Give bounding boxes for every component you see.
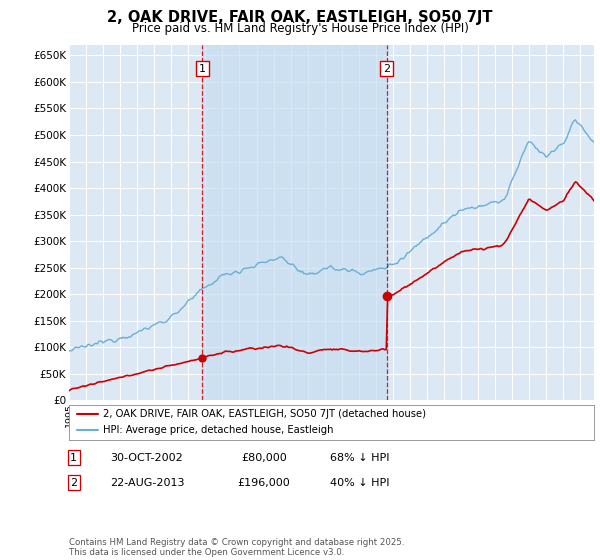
- Text: 2: 2: [383, 64, 390, 74]
- Text: £196,000: £196,000: [238, 478, 290, 488]
- Text: £80,000: £80,000: [241, 452, 287, 463]
- Text: 68% ↓ HPI: 68% ↓ HPI: [330, 452, 390, 463]
- Text: 22-AUG-2013: 22-AUG-2013: [110, 478, 184, 488]
- Text: Contains HM Land Registry data © Crown copyright and database right 2025.
This d: Contains HM Land Registry data © Crown c…: [69, 538, 404, 557]
- Text: 2, OAK DRIVE, FAIR OAK, EASTLEIGH, SO50 7JT: 2, OAK DRIVE, FAIR OAK, EASTLEIGH, SO50 …: [107, 10, 493, 25]
- Text: 30-OCT-2002: 30-OCT-2002: [110, 452, 184, 463]
- Text: HPI: Average price, detached house, Eastleigh: HPI: Average price, detached house, East…: [103, 425, 334, 435]
- Text: Price paid vs. HM Land Registry's House Price Index (HPI): Price paid vs. HM Land Registry's House …: [131, 22, 469, 35]
- Text: 1: 1: [70, 452, 77, 463]
- Text: 1: 1: [199, 64, 206, 74]
- Text: 2, OAK DRIVE, FAIR OAK, EASTLEIGH, SO50 7JT (detached house): 2, OAK DRIVE, FAIR OAK, EASTLEIGH, SO50 …: [103, 409, 426, 419]
- Text: 40% ↓ HPI: 40% ↓ HPI: [330, 478, 390, 488]
- Bar: [202, 45, 387, 400]
- Text: 2: 2: [70, 478, 77, 488]
